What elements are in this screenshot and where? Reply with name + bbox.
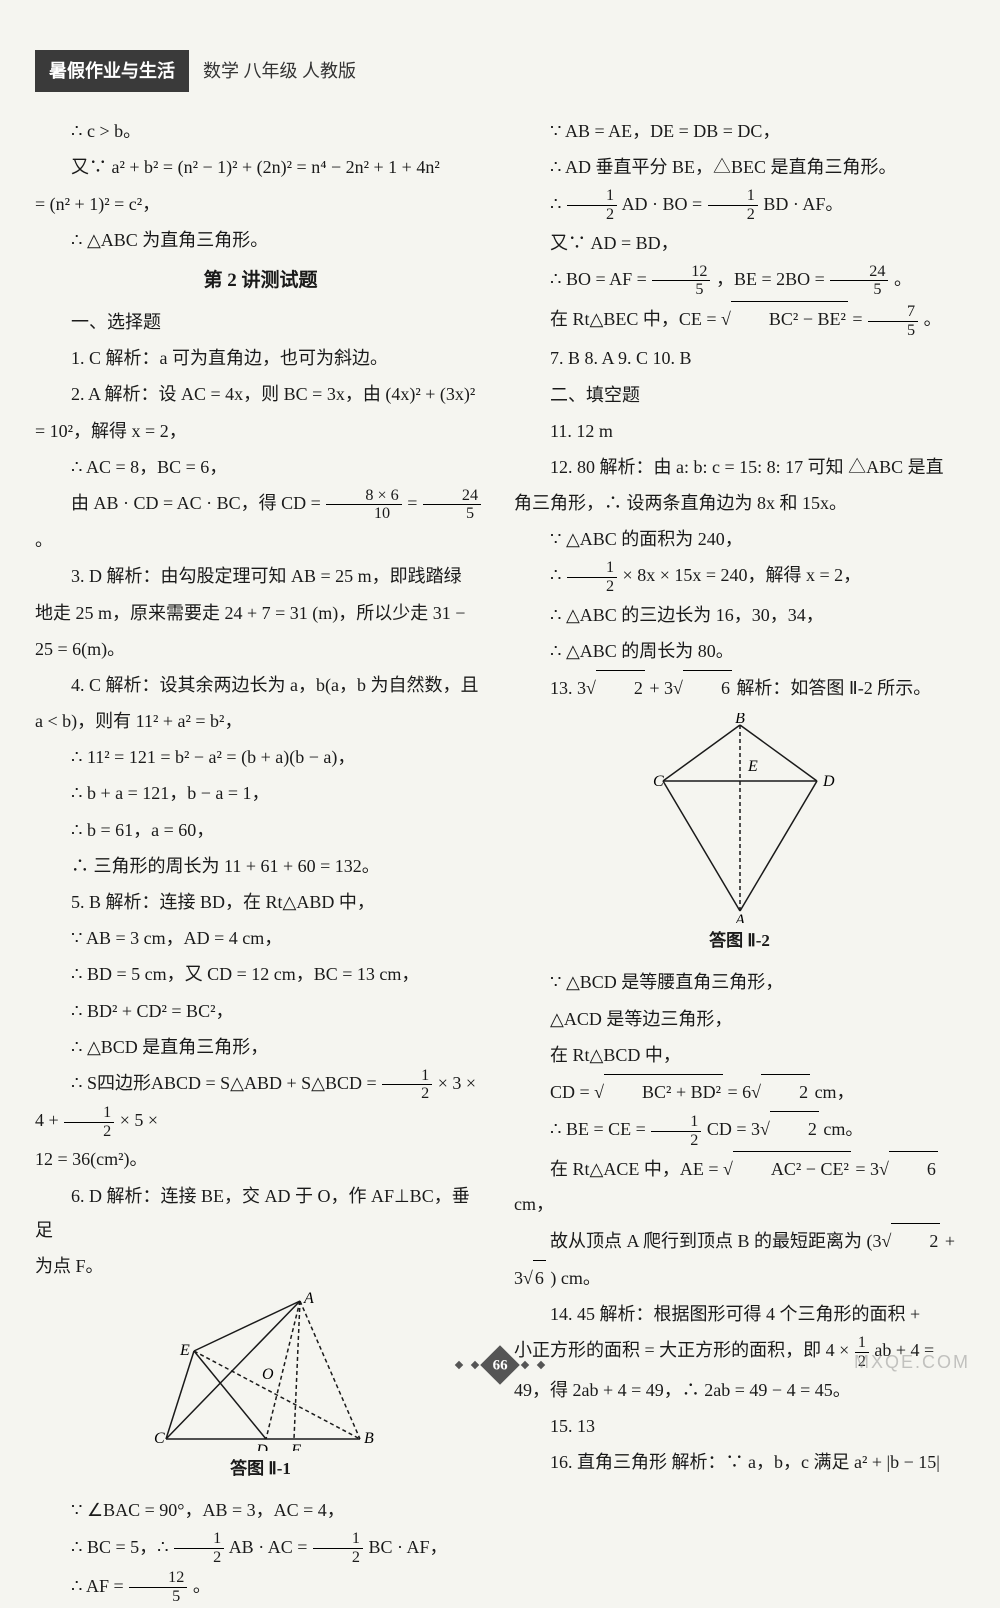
watermark: MXQE.COM: [854, 1345, 970, 1379]
text-line: ∴ 12 × 8x × 15x = 240，解得 x = 2，: [514, 558, 965, 595]
diamond-icon: [537, 1361, 545, 1369]
svg-text:E: E: [179, 1342, 190, 1359]
svg-text:A: A: [734, 912, 745, 923]
diamond-icon: [521, 1361, 529, 1369]
text-line: 3√6 ) cm。: [514, 1260, 965, 1295]
header-subject: 数学 八年级 人教版: [203, 54, 356, 88]
svg-text:D: D: [822, 773, 835, 790]
text-line: ∴ BD² + CD² = BC²，: [35, 994, 486, 1028]
text-line: △ACD 是等边三角形，: [514, 1002, 965, 1036]
figure-2-caption: 答图 Ⅱ-2: [514, 925, 965, 957]
svg-text:D: D: [255, 1442, 268, 1451]
page-number: 66: [454, 1351, 546, 1379]
diamond-icon: [455, 1361, 463, 1369]
text-line: 二、填空题: [514, 378, 965, 412]
text-line: ∴ △BCD 是直角三角形，: [35, 1030, 486, 1064]
text-line: ∴ b + a = 121，b − a = 1，: [35, 776, 486, 810]
text-line: 由 AB · CD = AC · BC，得 CD = 8 × 610 = 245…: [35, 486, 486, 557]
figure-2: A B C D E 答图 Ⅱ-2: [514, 713, 965, 957]
text-line: 在 Rt△ACE 中，AE = √AC² − CE² = 3√6 cm，: [514, 1151, 965, 1220]
text-line: CD = √BC² + BD² = 6√2 cm，: [514, 1074, 965, 1109]
text-line: ∴ AF = 125 。: [35, 1569, 486, 1606]
text-line: ∴ c > b。: [35, 114, 486, 148]
text-line: 12 = 36(cm²)。: [35, 1142, 486, 1176]
text-line: 又∵ AD = BD，: [514, 226, 965, 260]
right-column: ∵ AB = AE，DE = DB = DC， ∴ AD 垂直平分 BE，△BE…: [514, 114, 965, 1608]
text-line: ∴ b = 61，a = 60，: [35, 813, 486, 847]
text-line: 故从顶点 A 爬行到顶点 B 的最短距离为 (3√2 +: [514, 1223, 965, 1258]
text-line: = 10²，解得 x = 2，: [35, 414, 486, 448]
text-line: ∴ △ABC 的三边长为 16，30，34，: [514, 598, 965, 632]
text-line: ∴ BE = CE = 12 CD = 3√2 cm。: [514, 1111, 965, 1149]
text-line: 16. 直角三角形 解析：∵ a，b，c 满足 a² + |b − 15|: [514, 1445, 965, 1479]
text-line: ∵ ∠BAC = 90°，AB = 3，AC = 4，: [35, 1493, 486, 1527]
svg-text:C: C: [653, 773, 664, 790]
svg-text:B: B: [364, 1430, 374, 1447]
text-line: ∴ △ABC 的周长为 80。: [514, 634, 965, 668]
svg-text:O: O: [262, 1366, 274, 1383]
svg-text:A: A: [303, 1291, 314, 1307]
svg-text:B: B: [735, 713, 745, 727]
text-line: 12. 80 解析：由 a: b: c = 15: 8: 17 可知 △ABC …: [514, 450, 965, 484]
page-number-badge: 66: [480, 1345, 520, 1385]
text-line: 11. 12 m: [514, 414, 965, 448]
text-line: 在 Rt△BEC 中，CE = √BC² − BE² = 75 。: [514, 301, 965, 339]
svg-text:C: C: [154, 1430, 165, 1447]
text-line: ∴ BD = 5 cm，又 CD = 12 cm，BC = 13 cm，: [35, 957, 486, 991]
text-line: 6. D 解析：连接 BE，交 AD 于 O，作 AF⊥BC，垂足: [35, 1179, 486, 1247]
text-line: ∴ BC = 5，∴ 12 AB · AC = 12 BC · AF，: [35, 1530, 486, 1567]
text-line: ∵ AB = AE，DE = DB = DC，: [514, 114, 965, 148]
text-line: ∴ 11² = 121 = b² − a² = (b + a)(b − a)，: [35, 740, 486, 774]
text-line: ∵ △BCD 是等腰直角三角形，: [514, 965, 965, 999]
text-line: 4. C 解析：设其余两边长为 a，b(a，b 为自然数，且: [35, 668, 486, 702]
text-line: 7. B 8. A 9. C 10. B: [514, 341, 965, 375]
figure-1: A B C D E F O 答图 Ⅱ-1: [35, 1291, 486, 1485]
text-line: ∴ S四边形ABCD = S△ABD + S△BCD = 12 × 3 × 4 …: [35, 1066, 486, 1140]
svg-text:E: E: [747, 758, 758, 775]
svg-text:F: F: [290, 1442, 301, 1451]
text-line: 地走 25 m，原来需要走 24 + 7 = 31 (m)，所以少走 31 −: [35, 596, 486, 630]
text-line: 14. 45 解析：根据图形可得 4 个三角形的面积 +: [514, 1297, 965, 1331]
diamond-icon: [471, 1361, 479, 1369]
text-line: 2. A 解析：设 AC = 4x，则 BC = 3x，由 (4x)² + (3…: [35, 377, 486, 411]
text-line: ∵ △ABC 的面积为 240，: [514, 522, 965, 556]
text-line: 15. 13: [514, 1409, 965, 1443]
header-badge: 暑假作业与生活: [35, 50, 189, 92]
text-line: 一、选择题: [35, 305, 486, 339]
text-line: 25 = 6(m)。: [35, 632, 486, 666]
text-line: 又∵ a² + b² = (n² − 1)² + (2n)² = n⁴ − 2n…: [35, 150, 486, 184]
page-header: 暑假作业与生活 数学 八年级 人教版: [35, 50, 965, 92]
text-line: a < b)，则有 11² + a² = b²，: [35, 704, 486, 738]
section-title: 第 2 讲测试题: [35, 263, 486, 299]
text-line: ∴ BO = AF = 125 ，BE = 2BO = 245 。: [514, 262, 965, 299]
text-line: ∴ 12 AD · BO = 12 BD · AF。: [514, 187, 965, 224]
text-line: 在 Rt△BCD 中，: [514, 1038, 965, 1072]
text-line: ∴ △ABC 为直角三角形。: [35, 223, 486, 257]
figure-2-svg: A B C D E: [645, 713, 835, 923]
text-line: ∵ AB = 3 cm，AD = 4 cm，: [35, 921, 486, 955]
text-line: 为点 F。: [35, 1249, 486, 1283]
text-line: 3. D 解析：由勾股定理可知 AB = 25 m，即践踏绿: [35, 559, 486, 593]
text-line: 13. 3√2 + 3√6 解析：如答图 Ⅱ-2 所示。: [514, 670, 965, 705]
figure-1-caption: 答图 Ⅱ-1: [35, 1453, 486, 1485]
text-line: ∴ 三角形的周长为 11 + 61 + 60 = 132。: [35, 849, 486, 883]
left-column: ∴ c > b。 又∵ a² + b² = (n² − 1)² + (2n)² …: [35, 114, 486, 1608]
text-line: 角三角形，∴ 设两条直角边为 8x 和 15x。: [514, 486, 965, 520]
text-line: 1. C 解析：a 可为直角边，也可为斜边。: [35, 341, 486, 375]
text-line: ∴ AD 垂直平分 BE，△BEC 是直角三角形。: [514, 150, 965, 184]
text-line: ∴ AC = 8，BC = 6，: [35, 450, 486, 484]
text-line: 5. B 解析：连接 BD，在 Rt△ABD 中，: [35, 885, 486, 919]
figure-1-svg: A B C D E F O: [146, 1291, 376, 1451]
text-line: = (n² + 1)² = c²，: [35, 187, 486, 221]
